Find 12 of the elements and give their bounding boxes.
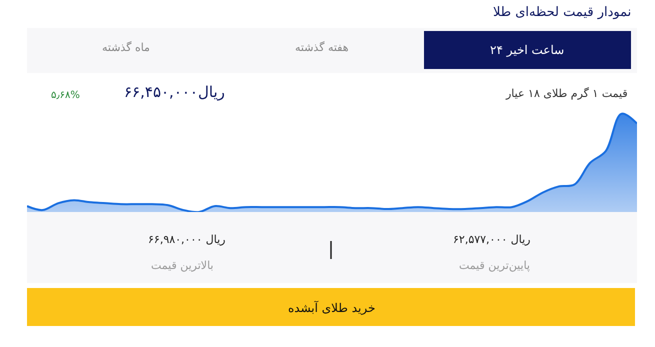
text: ۶۲,۵۷۷,۰۰۰ ریال xyxy=(453,233,530,246)
chart-title: نمودار قیمت لحظه‌ای طلا xyxy=(493,5,632,20)
text: ۶۶,۴۵۰,۰۰۰ریال xyxy=(124,83,225,101)
text: خرید طلای آبشده xyxy=(288,300,376,315)
text: ماه گذشته xyxy=(102,41,150,54)
text: بالاترین قیمت xyxy=(151,259,214,272)
text: ۶۶,۹۸۰,۰۰۰ ریال xyxy=(148,233,226,246)
text: ۲۴ ساعت اخیر xyxy=(490,43,564,57)
text: ۵٫۶۸% xyxy=(51,90,80,101)
text: هفته گذشته xyxy=(295,41,349,54)
chart-subtitle: قیمت ۱ گرم طلای ۱۸ عیار xyxy=(505,87,628,100)
text: پایین‌ترین قیمت xyxy=(459,259,530,272)
